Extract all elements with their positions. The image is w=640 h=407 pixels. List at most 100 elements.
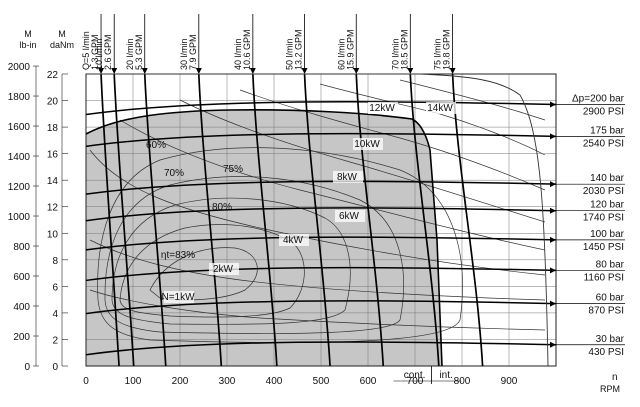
efficiency-label: 80% [212, 202, 232, 213]
efficiency-label: 70% [164, 168, 184, 179]
x-tick-label: 200 [172, 376, 189, 387]
y-tick-label-danm: 0 [52, 362, 58, 373]
y-axis-danm-header: M [58, 29, 66, 39]
x-axis-label: RPM [600, 384, 620, 394]
flow-line-label: 19.8 GPM [442, 29, 452, 70]
pressure-arrowhead [550, 207, 556, 214]
pressure-label-bar: Δp=200 bar [572, 94, 625, 105]
flow-line-label: 40 l/min [233, 38, 243, 70]
power-curve-2kw [89, 239, 546, 301]
flow-arrowhead [141, 68, 148, 74]
y-tick-label-danm: 4 [52, 309, 58, 320]
pressure-arrowhead [550, 267, 556, 274]
pressure-line [85, 300, 557, 315]
axes: 0 100 200 300 400 500 600 700 800 900 nRPM02468101… [8, 29, 620, 394]
flow-line [303, 73, 331, 367]
efficiency-contour-80 [119, 224, 305, 318]
pressure-label-bar: 60 bar [596, 293, 625, 304]
flow-line-label: 7.9 GPM [188, 34, 198, 70]
flow-line-label: 13.2 GPM [294, 29, 304, 70]
power-label-bg [279, 234, 309, 246]
power-label: 8kW [337, 172, 358, 183]
pressure-label-psi: 1740 PSI [583, 213, 624, 224]
y-tick-label-danm: 6 [52, 282, 58, 293]
y-tick-label-danm: 22 [47, 70, 59, 81]
power-curve-10kw [239, 89, 546, 191]
pressure-line [85, 207, 557, 222]
y-tick-label-lbin: 2000 [8, 62, 31, 73]
flow-line-label: 70 l/min [390, 38, 400, 70]
pressure-label-bar: 30 bar [596, 334, 625, 345]
flow-line-label: 1.3 GPM [90, 34, 100, 70]
pressure-arrowhead [550, 133, 556, 140]
flow-line [451, 73, 484, 367]
pressure-arrowhead [550, 341, 556, 348]
power-label-bg [209, 263, 239, 275]
pressure-label-bar: 120 bar [590, 200, 625, 211]
power-label: 14kW [427, 103, 453, 114]
pressure-label-psi: 2540 PSI [583, 138, 624, 149]
flow-line-label: Q=5 l/min [81, 31, 91, 70]
y-tick-label-danm: 10 [47, 229, 59, 240]
pressure-label-psi: 870 PSI [588, 306, 624, 317]
cont-label: cont. [404, 370, 426, 381]
y-tick-label-lbin: 200 [13, 332, 30, 343]
pressure-arrowhead [550, 101, 556, 108]
y-tick-label-lbin: 1000 [8, 212, 31, 223]
x-tick-label: 300 [219, 376, 236, 387]
y-tick-label-lbin: 600 [13, 272, 30, 283]
power-label: 12kW [369, 103, 395, 114]
intermittent-region-boundary [86, 73, 549, 367]
power-label-bg [426, 102, 456, 114]
flow-line [143, 73, 167, 367]
y-tick-label-lbin: 1400 [8, 152, 31, 163]
flow-line [100, 73, 120, 367]
efficiency-label: 75% [223, 164, 243, 175]
x-axis-unit: n [612, 372, 618, 383]
flow-line-label: 10 l/min [94, 38, 104, 70]
power-curve-1kw [89, 289, 546, 331]
power-label-bg [164, 291, 194, 303]
power-curve-8kw [179, 99, 546, 223]
flow-arrowhead [195, 68, 202, 74]
flow-line [355, 73, 385, 367]
pressure-label-psi: 2900 PSI [583, 107, 624, 118]
flow-line-label: 2.6 GPM [103, 34, 113, 70]
x-tick-label: 500 [313, 376, 330, 387]
efficiency-contour-83 [149, 247, 258, 301]
curve-labels: 12kW 14kW 10kW 8kW 6kW 4kW 2kW N=1kW 60% 70% 75% 80… [146, 102, 462, 384]
power-label-bg [333, 171, 363, 183]
y-tick-label-danm: 14 [47, 176, 59, 187]
pressure-lines: Δp=200 bar 2900 PSI 175 bar 2540 PSI 140 bar… [85, 94, 625, 358]
x-tick-label: 800 [454, 376, 471, 387]
y-axis-danm-unit: daNm [50, 40, 74, 50]
flow-line [197, 73, 223, 367]
pressure-label-psi: 1160 PSI [584, 272, 624, 283]
flow-arrowhead [98, 68, 105, 74]
pressure-line [85, 266, 557, 282]
power-curve-14kw [399, 79, 546, 121]
y-tick-label-lbin: 1800 [8, 92, 31, 103]
flow-arrowhead [111, 68, 118, 74]
pressure-label-bar: 175 bar [590, 125, 625, 136]
y-tick-label-danm: 2 [52, 335, 58, 346]
flow-arrowhead [353, 68, 360, 74]
x-tick-label: 100 [125, 376, 142, 387]
flow-arrowhead [301, 68, 308, 74]
pressure-arrowhead [550, 181, 556, 188]
pressure-line [85, 341, 557, 356]
y-tick-label-lbin: 800 [13, 242, 30, 253]
pressure-label-bar: 140 bar [590, 173, 625, 184]
power-label: N=1kW [161, 292, 195, 303]
flow-line [409, 73, 440, 367]
power-label-bg [335, 210, 365, 222]
power-label-bg [353, 138, 383, 150]
x-tick-label: 0 [83, 376, 89, 387]
y-axis-lbin-unit: lb-in [19, 40, 36, 50]
x-tick-label: 600 [360, 376, 377, 387]
pressure-label-bar: 80 bar [596, 259, 625, 270]
y-axis-lbin-header: M [24, 29, 32, 39]
flow-line-label: 5.3 GPM [134, 34, 144, 70]
power-label: 10kW [354, 139, 380, 150]
